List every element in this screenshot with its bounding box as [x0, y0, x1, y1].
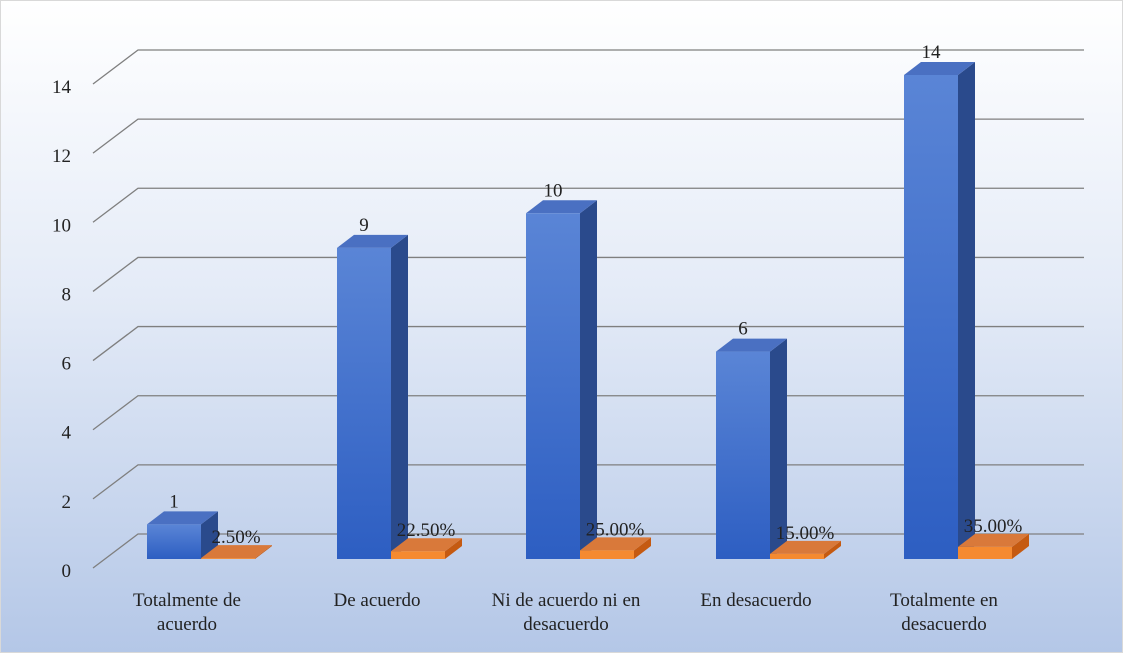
x-tick-label: Ni de acuerdo ni en desacuerdo — [491, 590, 641, 635]
bar-side — [391, 234, 408, 559]
x-tick-label: En desacuerdo — [700, 590, 812, 611]
y-tick-label: 12 — [52, 146, 71, 167]
y-tick-label: 4 — [62, 423, 72, 444]
bar — [337, 247, 391, 559]
data-label: 10 — [544, 180, 563, 201]
bar — [201, 558, 255, 559]
bar — [716, 351, 770, 559]
bar-top — [904, 62, 975, 75]
data-label: 15.00% — [776, 523, 835, 544]
bar-side — [255, 545, 272, 559]
grid-line — [92, 325, 1084, 362]
bar — [904, 75, 958, 559]
y-tick-label: 0 — [62, 561, 72, 582]
bar — [526, 213, 580, 560]
bar-side — [580, 200, 597, 560]
bar — [958, 546, 1012, 559]
bar — [391, 551, 445, 559]
x-tick-label: Totalmente de acuerdo — [133, 590, 241, 635]
x-tick-label: De acuerdo — [333, 590, 421, 611]
bar-side — [634, 537, 651, 559]
data-label: 9 — [359, 215, 369, 236]
y-tick-label: 8 — [62, 284, 72, 305]
data-label: 22.50% — [397, 520, 456, 541]
y-tick-label: 2 — [62, 492, 72, 513]
data-label: 35.00% — [964, 516, 1023, 537]
bar-top — [770, 540, 841, 554]
grid-line — [92, 49, 1084, 85]
bar-top — [391, 538, 462, 552]
bar — [770, 553, 824, 559]
x-tick-label: Totalmente en desacuerdo — [890, 590, 998, 635]
bar — [147, 524, 201, 559]
bar-top — [147, 511, 218, 525]
bar-top — [201, 545, 272, 559]
bar-top — [716, 338, 787, 352]
grid-line — [92, 118, 1084, 154]
bar-top — [526, 200, 597, 214]
data-label: 14 — [922, 42, 942, 63]
bar-side — [824, 540, 841, 559]
data-label: 2.50% — [211, 527, 260, 548]
y-tick-label: 14 — [52, 77, 72, 98]
bar-top — [337, 234, 408, 248]
data-label: 25.00% — [586, 519, 645, 540]
grid-line — [92, 256, 1084, 292]
bar — [580, 550, 634, 559]
y-tick-label: 6 — [62, 354, 72, 375]
bar-side — [445, 538, 462, 559]
bar-side — [958, 62, 975, 559]
data-label: 1 — [169, 491, 179, 512]
grid-line — [92, 187, 1084, 223]
bar-side — [1012, 533, 1029, 559]
bar-side — [770, 338, 787, 559]
bar-top — [580, 537, 651, 551]
bar-top — [958, 533, 1029, 547]
data-label: 6 — [738, 319, 748, 340]
y-tick-label: 10 — [52, 215, 71, 236]
bar-side — [201, 511, 218, 559]
